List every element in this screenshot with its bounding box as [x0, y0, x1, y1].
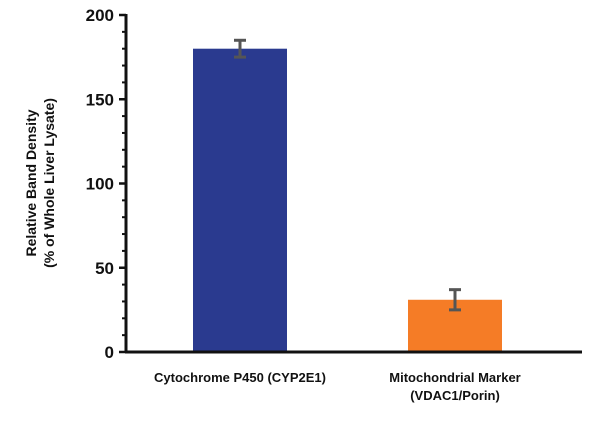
axes — [124, 14, 582, 354]
error-bar — [449, 288, 461, 312]
y-axis-title-line: Relative Band Density — [23, 109, 39, 256]
error-bars — [234, 38, 461, 312]
y-axis-ticks: 0 50 100 150 200 — [86, 6, 126, 362]
x-category-label: Cytochrome P450 (CYP2E1) — [154, 370, 326, 385]
x-category-label: (VDAC1/Porin) — [410, 388, 500, 403]
y-tick-label: 150 — [86, 90, 114, 109]
y-tick-label: 50 — [95, 259, 114, 278]
y-axis-title: Relative Band Density (% of Whole Liver L… — [23, 98, 57, 268]
bar — [193, 48, 287, 352]
x-category-label: Mitochondrial Marker — [389, 370, 520, 385]
error-bar — [234, 38, 246, 59]
bars — [193, 48, 502, 352]
y-tick-label: 200 — [86, 6, 114, 25]
y-tick-label: 100 — [86, 175, 114, 194]
x-axis-category-labels: Cytochrome P450 (CYP2E1) Mitochondrial Ma… — [154, 370, 521, 403]
y-axis-title-line: (% of Whole Liver Lysate) — [41, 98, 57, 268]
y-tick-label: 0 — [105, 343, 114, 362]
